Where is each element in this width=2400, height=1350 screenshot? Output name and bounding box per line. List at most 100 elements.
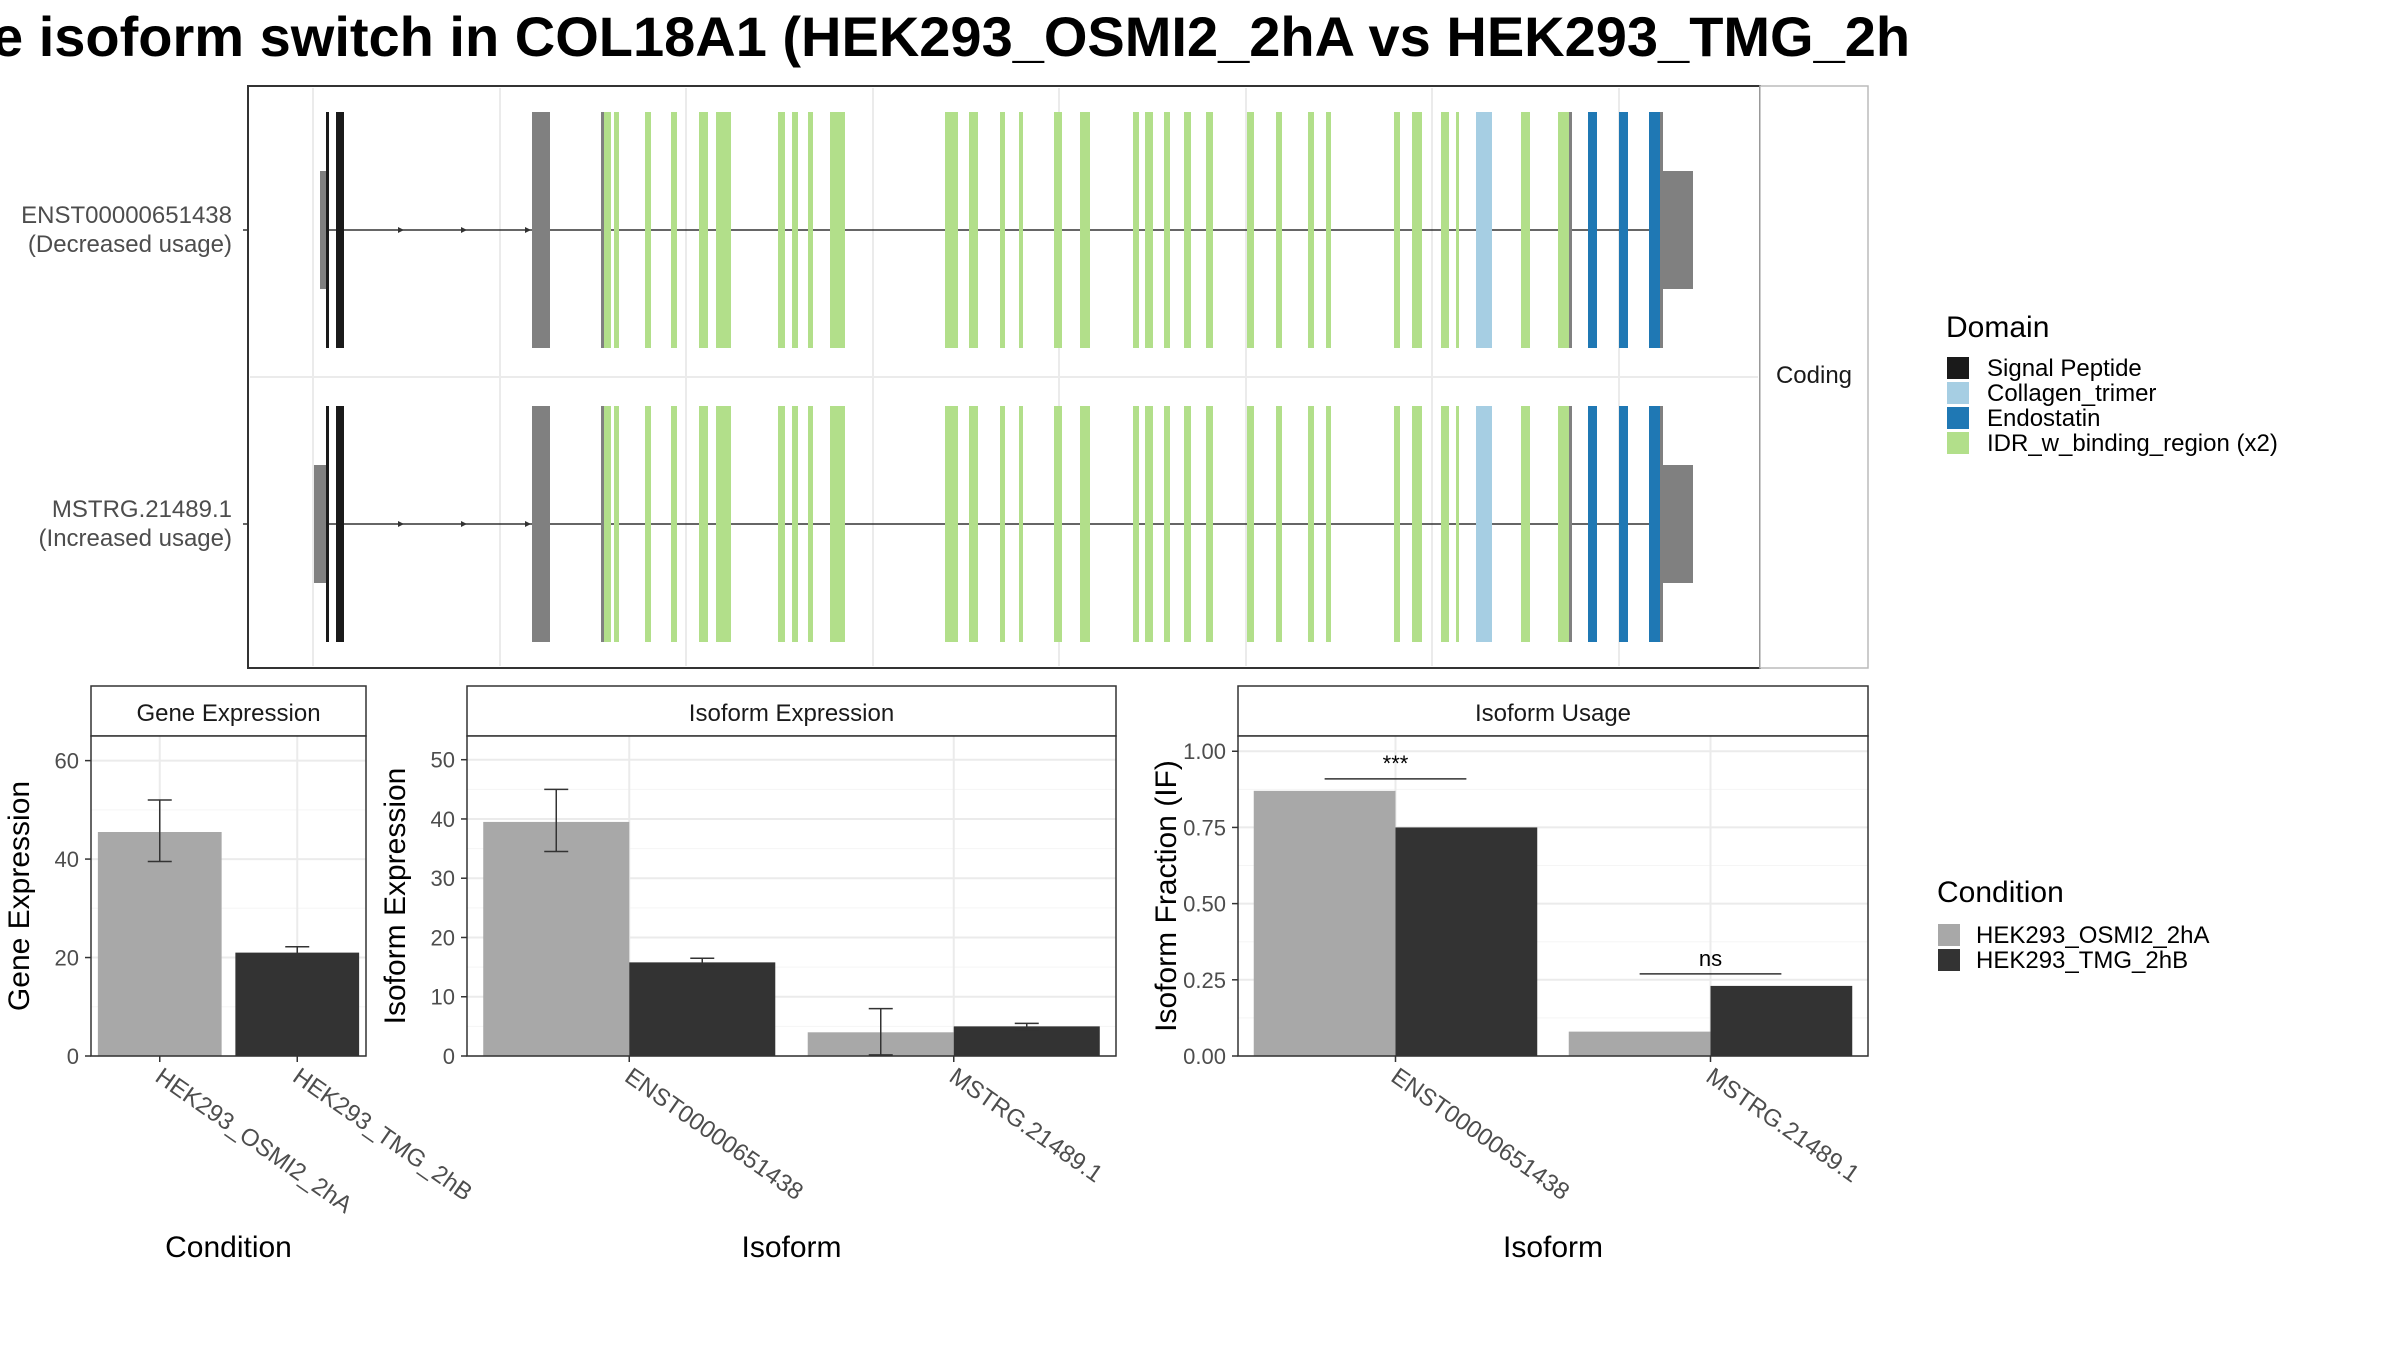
intron-arrow	[461, 521, 467, 527]
exon-idr-region	[671, 112, 677, 348]
cds-exon-signal-peptide	[326, 406, 329, 642]
exon-idr-region	[1558, 112, 1569, 348]
cds-exon-signal-peptide	[326, 112, 329, 348]
bar-HEK293_OSMI2_2hA	[97, 832, 222, 1056]
bar-HEK293_OSMI2_2hA	[483, 821, 630, 1056]
cds-exon-signal-peptide	[336, 112, 344, 348]
y-tick-label: 0.75	[1183, 815, 1226, 840]
expression-panels: Gene Expression0204060HEK293_OSMI2_2hAHE…	[3, 685, 1869, 1264]
structure-strip	[1759, 85, 1869, 669]
isoform-usage-label: (Increased usage)	[39, 525, 232, 552]
exon-idr-region	[1206, 112, 1213, 348]
exon-idr-region	[945, 406, 958, 642]
domain-legend-title: Domain	[1946, 311, 2049, 344]
utr-exon	[320, 171, 327, 289]
exon-idr-region	[1145, 406, 1153, 642]
y-axis-title: Isoform Expression	[379, 768, 412, 1025]
y-tick-label: 50	[431, 748, 455, 773]
exon-idr-region	[1441, 406, 1449, 642]
exon-idr-region	[1206, 406, 1213, 642]
exon-idr-region	[1080, 112, 1090, 348]
intron-arrow	[461, 227, 467, 233]
x-axis-title: Condition	[165, 1231, 292, 1264]
legend-key	[1947, 357, 1969, 379]
exon-idr-region	[1394, 406, 1400, 642]
legend-label: IDR_w_binding_region (x2)	[1987, 430, 2278, 457]
exon-idr-region	[1276, 112, 1282, 348]
exon-idr-region	[830, 112, 845, 348]
panel-strip	[90, 685, 367, 737]
exon-idr-region	[1456, 406, 1459, 642]
exon-idr-region	[1145, 112, 1153, 348]
exon-idr-region	[1133, 406, 1139, 642]
y-tick-label: 20	[431, 925, 455, 950]
legend-label: HEK293_OSMI2_2hA	[1976, 922, 2209, 949]
exon-endostatin	[1588, 112, 1597, 348]
exon-collagen-trimer	[1476, 406, 1492, 642]
x-tick-label: MSTRG.21489.1	[944, 1063, 1107, 1188]
y-tick-label: 0.00	[1183, 1044, 1226, 1069]
figure-title: e isoform switch in COL18A1 (HEK293_OSMI…	[0, 5, 1910, 68]
exon-idr-region	[699, 112, 708, 348]
panel-title: Isoform Expression	[689, 700, 894, 727]
exon-idr-region	[716, 112, 731, 348]
exon-idr-region	[778, 112, 785, 348]
y-tick-label: 40	[431, 807, 455, 832]
exon-collagen-trimer	[1476, 112, 1492, 348]
condition-legend-title: Condition	[1937, 876, 2064, 909]
panel-strip	[466, 685, 1117, 737]
exon-idr-region	[792, 406, 798, 642]
exon-idr-region	[604, 406, 611, 642]
cds-exon	[1660, 112, 1663, 348]
y-axis-title: Isoform Fraction (IF)	[1150, 760, 1183, 1032]
intron-arrow	[525, 521, 531, 527]
legend-label: HEK293_TMG_2hB	[1976, 947, 2188, 974]
exon-endostatin	[1649, 112, 1661, 348]
exon-idr-region	[1247, 112, 1254, 348]
cds-exon	[532, 112, 550, 348]
exon-idr-region	[1441, 112, 1449, 348]
isoform-id-label: MSTRG.21489.1	[52, 496, 232, 523]
cds-exon	[601, 406, 604, 642]
legend-key	[1947, 407, 1969, 429]
transcript-structure-panel: Coding ENST00000651438(Decreased usage) MS…	[21, 85, 1869, 669]
bar-HEK293_TMG_2hB	[1710, 985, 1853, 1056]
exon-idr-region	[969, 112, 978, 348]
y-tick-label: 20	[55, 946, 79, 971]
exon-idr-region	[1521, 112, 1530, 348]
exon-idr-region	[1000, 112, 1005, 348]
exon-idr-region	[1412, 406, 1422, 642]
legend-label: Endostatin	[1987, 405, 2100, 432]
cds-exon	[1660, 406, 1663, 642]
x-tick-label: ENST00000651438	[620, 1063, 808, 1206]
panel-border	[1237, 735, 1869, 1057]
exon-idr-region	[645, 406, 651, 642]
cds-exon	[601, 112, 604, 348]
y-tick-label: 0.50	[1183, 892, 1226, 917]
exon-idr-region	[614, 112, 619, 348]
exon-idr-region	[1247, 406, 1254, 642]
exon-idr-region	[716, 406, 731, 642]
panel-border	[466, 735, 1117, 1057]
legend-key	[1938, 924, 1960, 946]
y-tick-label: 1.00	[1183, 739, 1226, 764]
cds-exon	[1569, 406, 1572, 642]
x-axis-title: Isoform	[741, 1231, 841, 1264]
exon-idr-region	[1054, 112, 1062, 348]
exon-idr-region	[808, 112, 813, 348]
y-tick-label: 60	[55, 749, 79, 774]
exon-idr-region	[1308, 112, 1314, 348]
exon-idr-region	[1164, 112, 1170, 348]
legend-key	[1947, 432, 1969, 454]
isoform-row	[314, 406, 1693, 642]
bar-HEK293_TMG_2hB	[1395, 827, 1538, 1056]
bar-HEK293_TMG_2hB	[235, 952, 360, 1056]
exon-idr-region	[945, 112, 958, 348]
intron-arrow	[398, 521, 404, 527]
legend-key	[1947, 382, 1969, 404]
y-tick-label: 0.25	[1183, 968, 1226, 993]
exon-endostatin	[1619, 406, 1628, 642]
exon-idr-region	[645, 112, 651, 348]
